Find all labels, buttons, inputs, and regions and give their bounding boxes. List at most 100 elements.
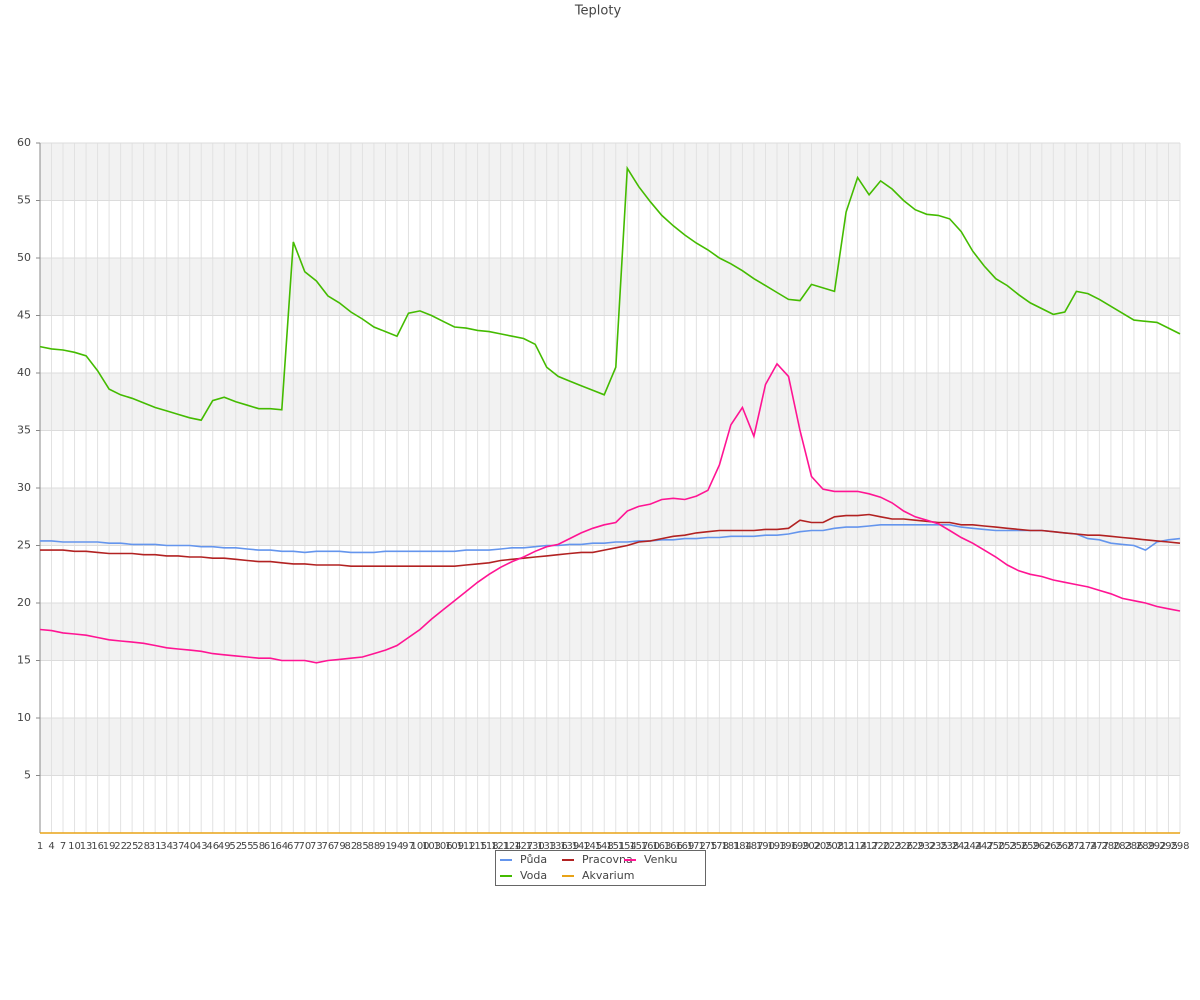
x-tick-label: 265 (1044, 841, 1063, 852)
x-tick-label: 55 (241, 841, 254, 852)
x-tick-label: 25 (126, 841, 139, 852)
x-tick-label: 46 (206, 841, 219, 852)
x-tick-label: 190 (756, 841, 775, 852)
x-tick-label: 259 (1021, 841, 1040, 852)
x-tick-label: 232 (917, 841, 936, 852)
grid-band (40, 603, 1180, 661)
x-tick-label: 286 (1124, 841, 1143, 852)
x-tick-label: 115 (468, 841, 487, 852)
x-tick-label: 109 (445, 841, 464, 852)
x-tick-label: 49 (218, 841, 231, 852)
x-tick-label: 52 (229, 841, 242, 852)
x-tick-label: 34 (160, 841, 173, 852)
x-tick-label: 238 (940, 841, 959, 852)
x-tick-label: 16 (91, 841, 104, 852)
x-tick-label: 202 (802, 841, 821, 852)
legend-label: Akvarium (582, 869, 634, 882)
x-tick-label: 130 (526, 841, 545, 852)
legend-box (495, 850, 706, 886)
x-tick-label: 220 (871, 841, 890, 852)
x-tick-label: 58 (252, 841, 265, 852)
x-tick-label: 292 (1147, 841, 1166, 852)
x-tick-label: 142 (572, 841, 591, 852)
x-tick-label: 241 (952, 841, 971, 852)
x-tick-label: 43 (195, 841, 208, 852)
y-tick-label: 25 (17, 539, 31, 552)
x-tick-label: 181 (721, 841, 740, 852)
x-tick-label: 37 (172, 841, 185, 852)
x-tick-label: 283 (1113, 841, 1132, 852)
x-tick-label: 235 (929, 841, 948, 852)
x-tick-label: 70 (298, 841, 311, 852)
x-tick-label: 136 (549, 841, 568, 852)
x-tick-label: 73 (310, 841, 323, 852)
x-tick-label: 118 (480, 841, 499, 852)
y-tick-label: 40 (17, 366, 31, 379)
x-tick-label: 289 (1136, 841, 1155, 852)
x-tick-label: 22 (114, 841, 127, 852)
x-tick-label: 4 (48, 841, 54, 852)
x-tick-label: 271 (1067, 841, 1086, 852)
x-tick-label: 262 (1032, 841, 1051, 852)
x-tick-label: 187 (744, 841, 763, 852)
x-tick-label: 256 (1009, 841, 1028, 852)
x-tick-label: 277 (1090, 841, 1109, 852)
x-tick-label: 253 (998, 841, 1017, 852)
x-tick-label: 121 (491, 841, 510, 852)
x-tick-label: 274 (1078, 841, 1097, 852)
x-tick-label: 97 (402, 841, 415, 852)
series-line (40, 513, 1181, 567)
grid-band (40, 488, 1180, 546)
x-tick-label: 196 (779, 841, 798, 852)
x-tick-label: 268 (1055, 841, 1074, 852)
y-tick-label: 55 (17, 194, 31, 207)
x-tick-label: 124 (503, 841, 522, 852)
x-tick-label: 205 (813, 841, 832, 852)
x-tick-label: 91 (379, 841, 392, 852)
x-tick-label: 40 (183, 841, 196, 852)
y-tick-label: 15 (17, 654, 31, 667)
x-tick-label: 76 (322, 841, 335, 852)
x-tick-label: 229 (906, 841, 925, 852)
x-tick-label: 151 (606, 841, 625, 852)
x-tick-label: 160 (641, 841, 660, 852)
y-tick-label: 50 (17, 251, 31, 264)
x-tick-label: 163 (652, 841, 671, 852)
x-tick-label: 1 (37, 841, 43, 852)
x-tick-label: 7 (60, 841, 66, 852)
grid-band (40, 258, 1180, 316)
x-tick-label: 61 (264, 841, 277, 852)
x-tick-label: 64 (275, 841, 288, 852)
x-tick-label: 10 (68, 841, 81, 852)
x-tick-label: 139 (560, 841, 579, 852)
x-tick-label: 244 (963, 841, 982, 852)
x-tick-label: 208 (825, 841, 844, 852)
x-tick-label: 226 (894, 841, 913, 852)
series-line (39, 362, 1181, 664)
x-tick-label: 184 (733, 841, 752, 852)
x-tick-label: 148 (595, 841, 614, 852)
x-tick-label: 157 (629, 841, 648, 852)
x-tick-label: 298 (1170, 841, 1189, 852)
x-tick-label: 94 (391, 841, 404, 852)
x-tick-label: 31 (149, 841, 162, 852)
grid-band (40, 718, 1180, 776)
x-tick-label: 193 (767, 841, 786, 852)
y-tick-label: 10 (17, 711, 31, 724)
x-tick-label: 67 (287, 841, 300, 852)
x-tick-label: 172 (687, 841, 706, 852)
legend-label: Pracovna (582, 853, 633, 866)
x-tick-label: 211 (837, 841, 856, 852)
y-tick-label: 60 (17, 136, 31, 149)
x-tick-label: 127 (514, 841, 533, 852)
x-tick-label: 145 (583, 841, 602, 852)
x-tick-label: 169 (675, 841, 694, 852)
x-tick-label: 106 (433, 841, 452, 852)
x-tick-label: 175 (698, 841, 717, 852)
x-tick-label: 112 (457, 841, 476, 852)
y-tick-label: 35 (17, 424, 31, 437)
x-tick-label: 217 (860, 841, 879, 852)
legend-label: Voda (520, 869, 547, 882)
x-tick-label: 85 (356, 841, 369, 852)
